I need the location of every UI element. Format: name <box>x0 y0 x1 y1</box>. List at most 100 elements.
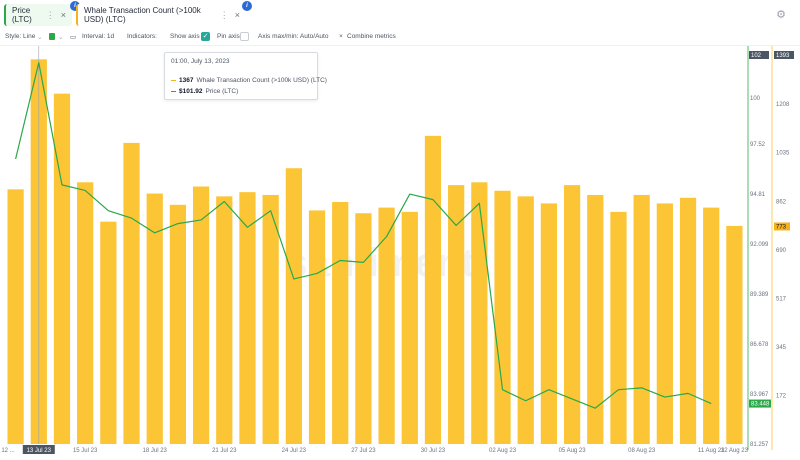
tooltip-value: 1367 <box>179 77 194 84</box>
tab-whale-transactions[interactable]: Whale Transaction Count (>100k USD) (LTC… <box>76 1 252 26</box>
color-swatch[interactable] <box>49 33 55 40</box>
price-axis-tick: 100 <box>750 96 761 102</box>
tab-price-label: Price (LTC) <box>12 6 32 24</box>
bar-07-aug-23 <box>610 211 627 444</box>
x-axis-tick: 27 Jul 23 <box>351 448 376 454</box>
combine-metrics-button[interactable]: Combine metrics <box>347 33 396 40</box>
axis-range-selector[interactable]: Axis max/min: Auto/Auto <box>258 33 329 40</box>
bar-30-jul-23 <box>424 135 442 444</box>
price-axis-tick: 83.967 <box>750 392 769 398</box>
bar-02-aug-23 <box>494 190 511 444</box>
bar-10-aug-23 <box>679 197 697 444</box>
tooltip-label: Whale Transaction Count (>100k USD) (LTC… <box>196 77 327 84</box>
bar-15-jul-23 <box>77 182 94 445</box>
bar-11-aug-23 <box>703 207 720 444</box>
bar-05-aug-23 <box>563 185 581 444</box>
bar-17-jul-23 <box>123 142 140 444</box>
whale-current-value: 773 <box>776 224 787 230</box>
more-options-icon[interactable]: ⋮ <box>219 9 229 20</box>
metric-tabs: Price (LTC) ⋮ × i Whale Transaction Coun… <box>0 0 800 30</box>
bar-06-aug-23 <box>587 194 604 444</box>
price-axis-tick: 89.389 <box>750 292 769 298</box>
more-options-icon[interactable]: ⋮ <box>45 9 55 20</box>
interval-selector[interactable]: Interval: 1d <box>82 33 115 40</box>
bar-14-jul-23 <box>53 93 71 444</box>
show-axis-label: Show axis <box>170 33 200 40</box>
bar-31-jul-23 <box>448 185 465 444</box>
calendar-icon: ▭ <box>70 34 77 41</box>
bar-23-jul-23 <box>262 194 279 444</box>
whale-axis-top-badge <box>774 51 794 59</box>
bar-21-jul-23 <box>216 196 233 444</box>
whale-axis-tick: 345 <box>776 345 787 351</box>
whale-axis-tick: 172 <box>776 394 787 400</box>
price-axis-tick: 81.257 <box>750 442 769 448</box>
whale-axis-tick: 517 <box>776 297 787 303</box>
indicators-selector[interactable]: Indicators: <box>127 33 157 40</box>
x-axis-highlight-badge <box>22 445 55 454</box>
price-axis-tick: 94.81 <box>750 192 766 198</box>
bar-03-aug-23 <box>517 196 534 444</box>
bar-29-jul-23 <box>401 211 418 444</box>
x-axis-tick: 05 Aug 23 <box>559 448 587 454</box>
bar-04-aug-23 <box>540 203 558 444</box>
legend-marker <box>171 90 176 93</box>
x-axis-tick: 21 Jul 23 <box>212 448 237 454</box>
price-axis-tick: 97.52 <box>750 142 766 148</box>
style-selector[interactable]: Style: Line <box>5 33 36 40</box>
price-axis-top-value: 102 <box>751 53 762 59</box>
whale-axis-tick: 690 <box>776 248 787 254</box>
price-axis-top-badge <box>749 51 769 59</box>
tooltip-label: Price (LTC) <box>205 88 239 95</box>
x-axis-tick: 08 Aug 23 <box>628 448 656 454</box>
bar-01-aug-23 <box>471 182 488 445</box>
tooltip-date: 01:00, July 13, 2023 <box>171 58 230 65</box>
x-axis-tick: 12 ... <box>1 448 15 454</box>
whale-axis-tick: 862 <box>776 199 787 205</box>
close-icon[interactable]: × <box>60 10 66 20</box>
whale-current-badge <box>774 222 790 231</box>
bar-24-jul-23 <box>285 168 302 444</box>
x-axis-tick: 12 Aug 23 <box>721 448 749 454</box>
price-current-value: 83.448 <box>751 402 770 408</box>
bar-12-aug-23 <box>726 225 743 444</box>
pin-axis-checkbox[interactable] <box>240 32 249 41</box>
chevron-down-icon[interactable]: ⌄ <box>37 34 43 41</box>
info-icon[interactable]: i <box>242 1 252 11</box>
bar-27-jul-23 <box>355 213 372 444</box>
bar-22-jul-23 <box>239 192 256 444</box>
chart-canvas[interactable]: santiment81.25783.96786.67889.38992.0999… <box>0 46 800 460</box>
close-icon[interactable]: × <box>234 10 240 20</box>
tab-price-ltc[interactable]: Price (LTC) ⋮ × i <box>4 1 80 26</box>
price-current-badge <box>749 399 771 408</box>
show-axis-checkbox[interactable]: ✓ <box>201 32 210 41</box>
bar-08-aug-23 <box>633 194 650 444</box>
x-axis-tick: 24 Jul 23 <box>282 448 307 454</box>
chevron-down-icon[interactable]: ⌄ <box>58 34 64 41</box>
bar-25-jul-23 <box>308 210 326 444</box>
legend-marker <box>171 79 176 82</box>
bar-18-jul-23 <box>146 193 163 444</box>
whale-axis-top-value: 1393 <box>776 53 790 59</box>
x-axis-tick: 02 Aug 23 <box>489 448 517 454</box>
settings-icon[interactable]: ⚙ <box>776 9 786 21</box>
price-axis-tick: 92.099 <box>750 242 769 248</box>
bar-09-aug-23 <box>656 203 673 444</box>
bar-12-jul-23 <box>7 189 24 444</box>
chart-tooltip: 01:00, July 13, 2023 1367 Whale Transact… <box>164 52 327 100</box>
chart-toolbar: Style: Line ⌄ ⌄ ▭ Interval: 1d Indicator… <box>0 30 800 46</box>
bar-16-jul-23 <box>100 221 117 444</box>
pin-axis-label: Pin axis <box>217 33 240 40</box>
bar-19-jul-23 <box>169 204 187 444</box>
x-axis-tick: 13 Jul 23 <box>27 448 52 454</box>
x-axis-tick: 11 Aug 23 <box>698 448 725 454</box>
tab-whale-label: Whale Transaction Count (>100k USD) (LTC… <box>84 6 201 24</box>
whale-axis-tick: 1208 <box>776 102 790 108</box>
x-axis-tick: 30 Jul 23 <box>421 448 446 454</box>
x-axis-tick: 15 Jul 23 <box>73 448 98 454</box>
tooltip-row-whale: 1367 Whale Transaction Count (>100k USD)… <box>171 77 327 84</box>
x-axis-tick: 18 Jul 23 <box>143 448 168 454</box>
whale-axis-tick: 1035 <box>776 151 790 157</box>
price-axis-tick: 86.678 <box>750 342 769 348</box>
info-icon[interactable]: i <box>70 1 80 11</box>
